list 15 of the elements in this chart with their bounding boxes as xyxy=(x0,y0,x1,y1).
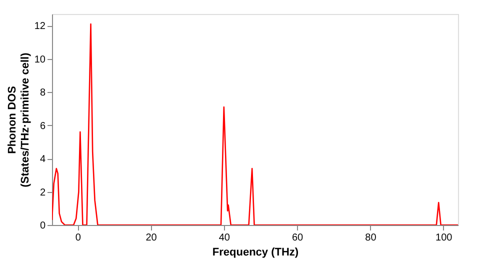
x-tick-label: 100 xyxy=(436,232,453,244)
x-tick-label: 40 xyxy=(218,232,230,244)
x-tick-label: 60 xyxy=(292,232,304,244)
y-tick-label: 2 xyxy=(40,187,46,198)
y-tick-label: 12 xyxy=(34,21,46,32)
y-tick-label: 8 xyxy=(40,88,46,99)
x-axis-title: Frequency (THz) xyxy=(212,246,299,258)
y-tick-label: 4 xyxy=(40,154,46,166)
x-tick-label: 20 xyxy=(146,232,158,244)
y-tick-label: 0 xyxy=(40,220,46,232)
y-axis-title: Phonon DOS (States/THz·primitive cell) xyxy=(6,52,32,188)
y-tick-label: 10 xyxy=(34,54,46,66)
y-tick-label: 6 xyxy=(40,120,46,132)
x-tick-label: 80 xyxy=(365,232,377,244)
x-tick-label: 0 xyxy=(75,232,82,244)
